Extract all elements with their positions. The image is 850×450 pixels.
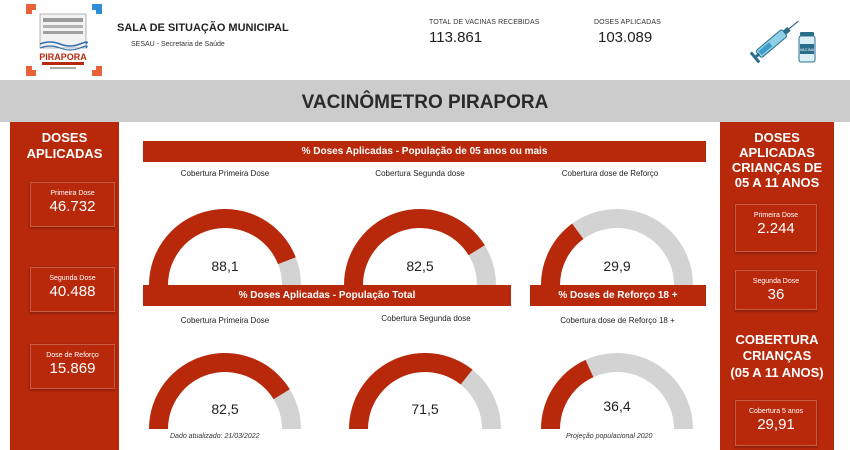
- gauge-4-label: Cobertura Primeira Dose: [180, 316, 270, 325]
- coverage-title-line2: CRIANÇAS: [742, 348, 812, 363]
- stat-label: Segunda Dose: [49, 275, 96, 282]
- gauge-1-value: 88,1: [211, 258, 239, 274]
- page-title: VACINÔMETRO PIRAPORA: [301, 92, 549, 113]
- right-panel-title-line3: CRIANÇAS DE: [731, 160, 823, 175]
- stat-value: 40.488: [49, 283, 96, 300]
- gauge-6: [541, 353, 693, 429]
- left-panel-title-line2: APLICADAS: [26, 146, 103, 161]
- stat-value: 36: [767, 286, 785, 303]
- stat-label: Dose de Reforço: [46, 352, 99, 359]
- population-projection-note: Projeção populacional 2020: [566, 433, 653, 440]
- stat-value: 46.732: [49, 198, 96, 215]
- gauge-3-label: Cobertura dose de Reforço: [561, 169, 659, 178]
- stat-card-booster-dose: Dose de Reforço 15.869: [30, 344, 115, 389]
- stat-label: Segunda Dose: [752, 278, 800, 285]
- header: PIRAPORA SALA DE SITUAÇÃO MUNICIPAL SESA…: [0, 0, 850, 80]
- stat-value: 29,91: [757, 416, 795, 433]
- gauge-5-value: 71,5: [411, 401, 439, 417]
- kpi-total-received-value: 113.861: [429, 29, 483, 46]
- stat-label: Primeira Dose: [753, 212, 799, 219]
- section-bar-pop5: % Doses Aplicadas - População de 05 anos…: [143, 141, 706, 162]
- svg-text:VACINA: VACINA: [800, 47, 815, 52]
- syringe-vial-icon: VACINA: [749, 20, 816, 64]
- org-subtitle: SESAU - Secretaria de Saúde: [131, 41, 225, 48]
- stat-card-children-second-dose: Segunda Dose 36: [735, 270, 817, 310]
- gauge-fill: [541, 223, 584, 285]
- gauge-6-value: 36,4: [603, 398, 631, 414]
- update-date-note: Dado atualizado: 21/03/2022: [170, 433, 260, 440]
- title-bar: [0, 80, 850, 122]
- right-panel-title-line4: 05 A 11 ANOS: [734, 175, 820, 190]
- svg-text:PIRAPORA: PIRAPORA: [39, 52, 87, 62]
- right-panel-title-line2: APLICADAS: [739, 145, 815, 160]
- gauge-track: [541, 209, 693, 285]
- gauge-5: [349, 353, 501, 429]
- right-panel-children: DOSES APLICADAS CRIANÇAS DE 05 A 11 ANOS…: [720, 122, 834, 450]
- gauge-3: [541, 209, 693, 285]
- kpi-doses-applied-value: 103.089: [598, 29, 653, 46]
- gauge-fill: [541, 359, 594, 429]
- stat-label: Cobertura 5 anos: [748, 408, 804, 415]
- gauge-5-label: Cobertura Segunda dose: [381, 314, 471, 323]
- stat-value: 15.869: [49, 360, 96, 377]
- gauge-2-label: Cobertura Segunda dose: [375, 169, 465, 178]
- stat-card-first-dose: Primeira Dose 46.732: [30, 182, 115, 227]
- gauge-6-label: Cobertura dose de Reforço 18 +: [560, 316, 675, 325]
- stat-label: Primeira Dose: [50, 190, 95, 197]
- stat-card-coverage-5-years: Cobertura 5 anos 29,91: [735, 400, 817, 446]
- left-panel-title-line1: DOSES: [41, 130, 88, 145]
- gauge-2-value: 82,5: [406, 258, 434, 274]
- section-bar-pop-total: % Doses Aplicadas - População Total: [143, 285, 511, 306]
- gauge-2: [344, 208, 496, 285]
- pirapora-logo: PIRAPORA: [26, 4, 102, 76]
- gauge-fill: [149, 208, 296, 285]
- gauge-fill: [349, 353, 473, 429]
- gauge-3-value: 29,9: [603, 258, 631, 274]
- gauge-fill: [344, 208, 485, 285]
- coverage-title-line3: (05 A 11 ANOS): [730, 365, 824, 380]
- gauge-1-label: Cobertura Primeira Dose: [180, 169, 270, 178]
- coverage-title-line1: COBERTURA: [735, 332, 819, 347]
- kpi-total-received-label: TOTAL DE VACINAS RECEBIDAS: [429, 19, 540, 26]
- stat-value: 2.244: [757, 220, 795, 237]
- gauge-4: [149, 353, 301, 429]
- gauge-4-value: 82,5: [211, 401, 239, 417]
- stat-card-children-first-dose: Primeira Dose 2.244: [735, 204, 817, 252]
- gauge-1: [149, 208, 301, 285]
- left-panel-doses-applied: DOSES APLICADAS Primeira Dose 46.732 Seg…: [10, 122, 119, 450]
- org-title: SALA DE SITUAÇÃO MUNICIPAL: [117, 22, 289, 34]
- gauge-fill: [149, 353, 290, 429]
- right-panel-title-line1: DOSES: [754, 130, 800, 145]
- stat-card-second-dose: Segunda Dose 40.488: [30, 267, 115, 312]
- section-bar-booster18: % Doses de Reforço 18 +: [530, 285, 706, 306]
- kpi-doses-applied-label: DOSES APLICADAS: [594, 19, 661, 26]
